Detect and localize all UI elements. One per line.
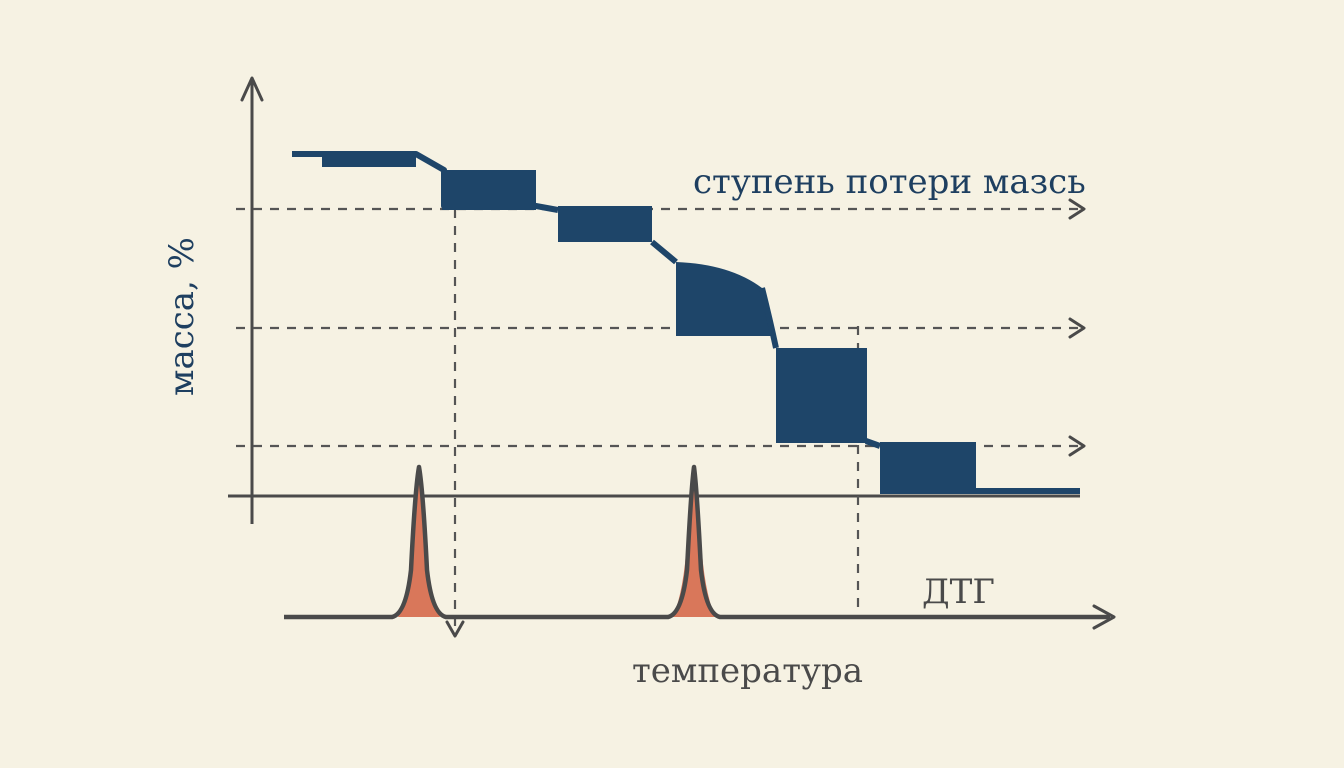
- mass-step-5: [776, 348, 867, 443]
- mass-step-6: [880, 442, 976, 494]
- dtg-curve: [284, 464, 1110, 620]
- mass-step-3: [558, 206, 652, 242]
- guide-arrow-2: [1068, 317, 1086, 339]
- y-axis-label: масса, %: [162, 237, 202, 396]
- dtg-peak-1-fill: [398, 468, 440, 617]
- mass-curve: [292, 151, 1080, 494]
- x-axis-label: температура: [632, 651, 863, 691]
- vertical-guide-arrow-1: [445, 620, 465, 638]
- y-axis-arrowhead: [240, 76, 264, 102]
- temperature-axis-arrowhead: [1092, 604, 1116, 630]
- mass-loss-step-label: ступень потери мазсь: [693, 162, 1086, 202]
- mass-step-4: [676, 262, 772, 336]
- guide-arrow-1: [1068, 198, 1086, 220]
- guide-arrow-3: [1068, 435, 1086, 457]
- dtg-label: ДТГ: [922, 572, 995, 612]
